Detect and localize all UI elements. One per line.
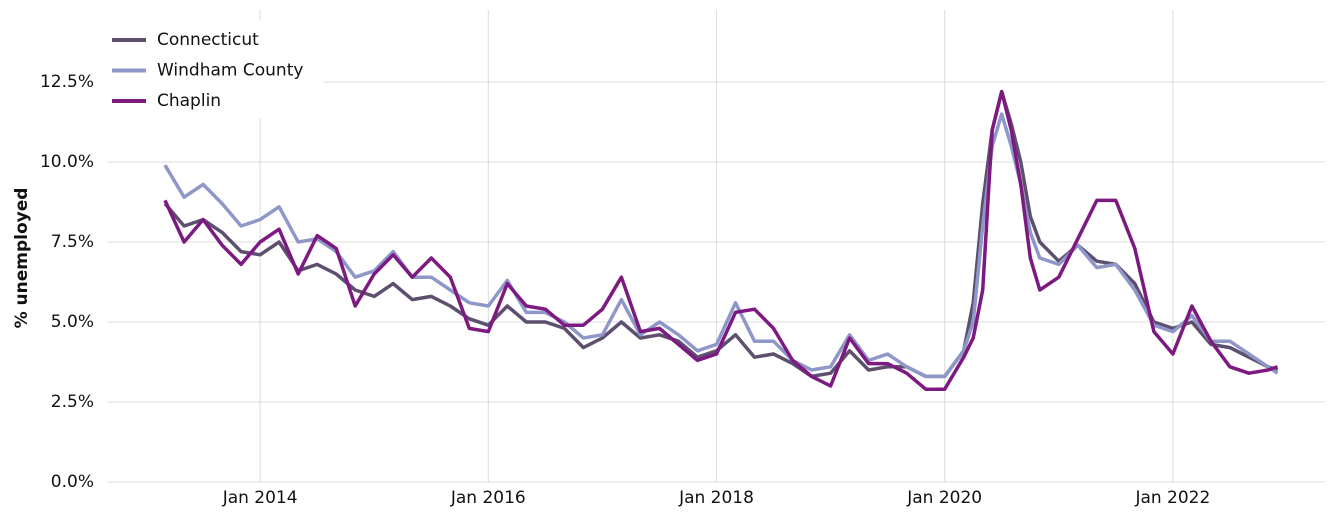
x-tick-label: Jan 2014 [222,488,298,508]
y-tick-label: 7.5% [51,232,94,252]
x-tick-label: Jan 2016 [450,488,526,508]
y-tick-label: 2.5% [51,392,94,412]
y-axis-label: % unemployed [12,188,32,329]
y-tick-label: 10.0% [40,152,94,172]
legend-label: Connecticut [157,30,259,50]
series-line [163,89,1279,391]
x-tick-label: Jan 2022 [1134,488,1210,508]
y-tick-label: 0.0% [51,472,94,492]
y-tick-label: 12.5% [40,72,94,92]
legend-label: Chaplin [157,91,221,111]
series-line [163,112,1279,379]
x-tick-label: Jan 2020 [906,488,982,508]
y-tick-label: 5.0% [51,312,94,332]
legend-label: Windham County [157,61,303,81]
x-tick-label: Jan 2018 [678,488,754,508]
